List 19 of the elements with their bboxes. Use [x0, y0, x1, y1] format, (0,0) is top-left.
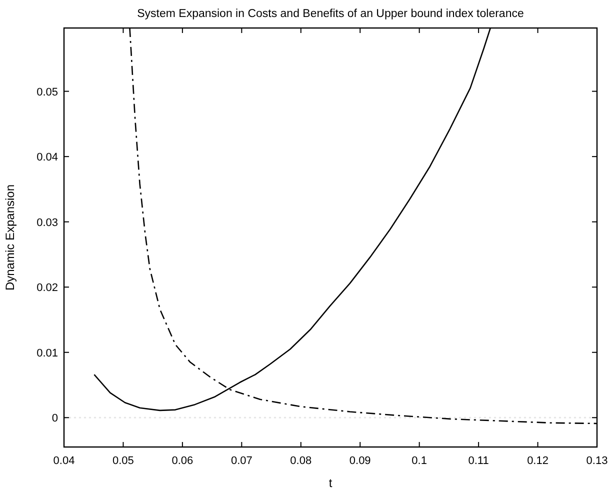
x-tick-label: 0.13 [586, 455, 608, 467]
chart-title: System Expansion in Costs and Benefits of an Upper bound index tolerance [137, 8, 524, 20]
y-tick-label: 0.03 [36, 216, 58, 229]
x-axis-title: t [328, 476, 333, 490]
x-tick-label: 0.11 [468, 455, 489, 467]
x-tick-label: 0.05 [112, 455, 134, 467]
x-tick-label: 0.04 [53, 455, 75, 467]
x-tick-label: 0.09 [349, 455, 371, 467]
y-tick-label: 0.02 [36, 282, 58, 294]
y-tick-label: 0.04 [36, 152, 58, 164]
y-tick-label: 0.01 [36, 347, 58, 360]
x-tick-label: 0.08 [290, 455, 312, 467]
x-tick-label: 0.1 [412, 455, 427, 467]
x-tick-label: 0.07 [230, 455, 252, 467]
x-tick-label: 0.12 [527, 455, 548, 467]
x-tick-label: 0.06 [172, 455, 194, 467]
y-tick-label: 0 [52, 412, 58, 425]
y-axis-title: Dynamic Expansion [3, 184, 17, 291]
y-tick-label: 0.05 [36, 86, 58, 98]
